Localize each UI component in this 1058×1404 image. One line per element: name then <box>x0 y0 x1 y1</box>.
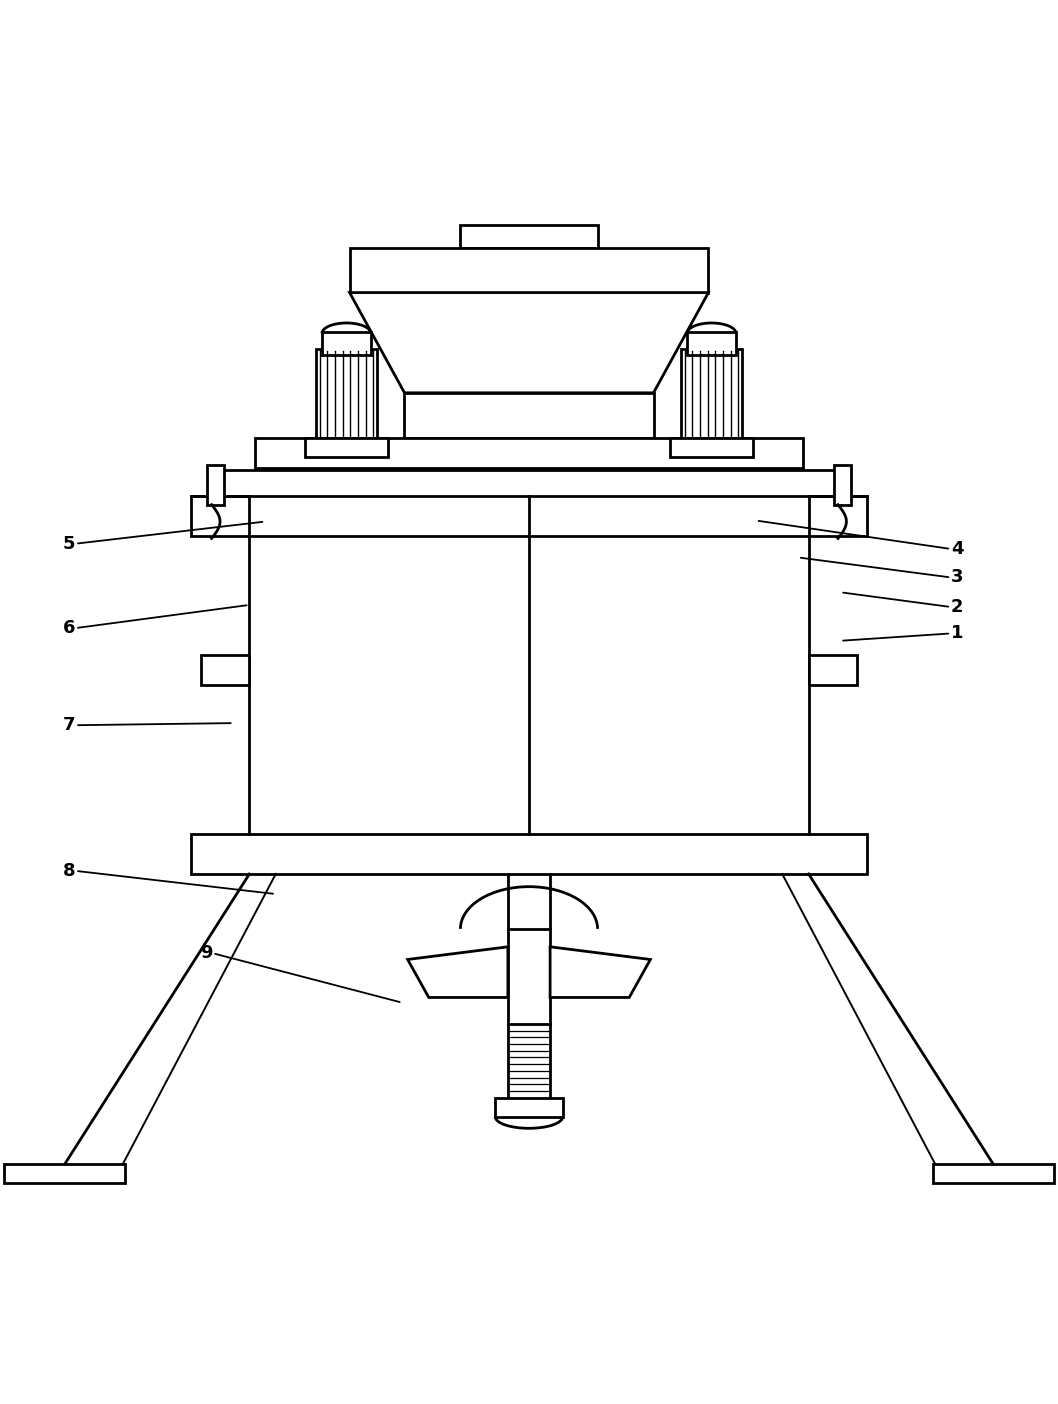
Bar <box>255 438 803 468</box>
Polygon shape <box>407 946 508 997</box>
Text: 8: 8 <box>62 862 75 880</box>
Bar <box>322 333 371 355</box>
Bar <box>191 834 867 875</box>
Bar <box>808 656 857 685</box>
Text: 6: 6 <box>62 619 75 637</box>
Bar <box>681 348 742 438</box>
Text: 5: 5 <box>62 535 75 553</box>
Bar <box>460 225 598 249</box>
Bar <box>495 1098 563 1116</box>
Bar <box>349 249 709 292</box>
Bar <box>4 1164 126 1184</box>
Polygon shape <box>349 292 709 393</box>
Bar <box>191 496 867 536</box>
Bar <box>670 438 753 458</box>
Text: 2: 2 <box>951 598 964 616</box>
Text: 4: 4 <box>951 541 964 557</box>
Bar <box>213 470 845 500</box>
Bar <box>201 656 250 685</box>
Bar <box>834 465 851 504</box>
Text: 1: 1 <box>951 625 964 643</box>
Bar <box>404 393 654 438</box>
Bar <box>207 465 224 504</box>
Text: 7: 7 <box>62 716 75 734</box>
Polygon shape <box>550 946 651 997</box>
Text: 3: 3 <box>951 569 964 587</box>
Bar <box>932 1164 1054 1184</box>
Bar <box>316 348 377 438</box>
Bar <box>687 333 736 355</box>
Text: 9: 9 <box>200 943 213 962</box>
Bar <box>305 438 388 458</box>
Bar <box>508 929 550 1024</box>
